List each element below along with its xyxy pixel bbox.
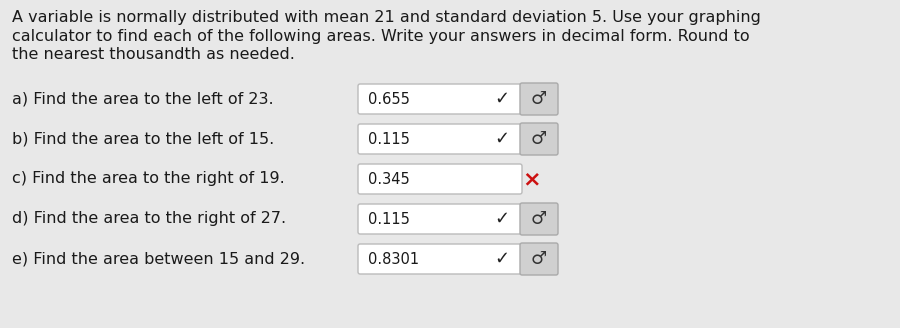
- Text: 0.115: 0.115: [368, 212, 410, 227]
- Text: ♂: ♂: [531, 130, 547, 148]
- Text: ✓: ✓: [494, 90, 509, 108]
- FancyBboxPatch shape: [358, 164, 522, 194]
- Text: A variable is normally distributed with mean 21 and standard deviation 5. Use yo: A variable is normally distributed with …: [12, 10, 760, 25]
- Text: ✓: ✓: [494, 250, 509, 268]
- Text: calculator to find each of the following areas. Write your answers in decimal fo: calculator to find each of the following…: [12, 29, 750, 44]
- Text: 0.345: 0.345: [368, 172, 410, 187]
- Text: ♂: ♂: [531, 250, 547, 268]
- FancyBboxPatch shape: [520, 203, 558, 235]
- Text: 0.655: 0.655: [368, 92, 410, 107]
- Text: d) Find the area to the right of 27.: d) Find the area to the right of 27.: [12, 212, 286, 227]
- FancyBboxPatch shape: [520, 83, 558, 115]
- Text: 0.8301: 0.8301: [368, 252, 419, 266]
- FancyBboxPatch shape: [358, 124, 522, 154]
- Text: ×: ×: [523, 169, 541, 189]
- Text: 0.115: 0.115: [368, 132, 410, 147]
- Text: c) Find the area to the right of 19.: c) Find the area to the right of 19.: [12, 172, 284, 187]
- Text: e) Find the area between 15 and 29.: e) Find the area between 15 and 29.: [12, 252, 305, 266]
- FancyBboxPatch shape: [358, 84, 522, 114]
- FancyBboxPatch shape: [520, 123, 558, 155]
- Text: ♂: ♂: [531, 210, 547, 228]
- FancyBboxPatch shape: [520, 243, 558, 275]
- Text: ✓: ✓: [494, 130, 509, 148]
- FancyBboxPatch shape: [358, 244, 522, 274]
- Text: the nearest thousandth as needed.: the nearest thousandth as needed.: [12, 47, 295, 62]
- FancyBboxPatch shape: [358, 204, 522, 234]
- Text: ♂: ♂: [531, 90, 547, 108]
- Text: ✓: ✓: [494, 210, 509, 228]
- Text: a) Find the area to the left of 23.: a) Find the area to the left of 23.: [12, 92, 274, 107]
- Text: b) Find the area to the left of 15.: b) Find the area to the left of 15.: [12, 132, 274, 147]
